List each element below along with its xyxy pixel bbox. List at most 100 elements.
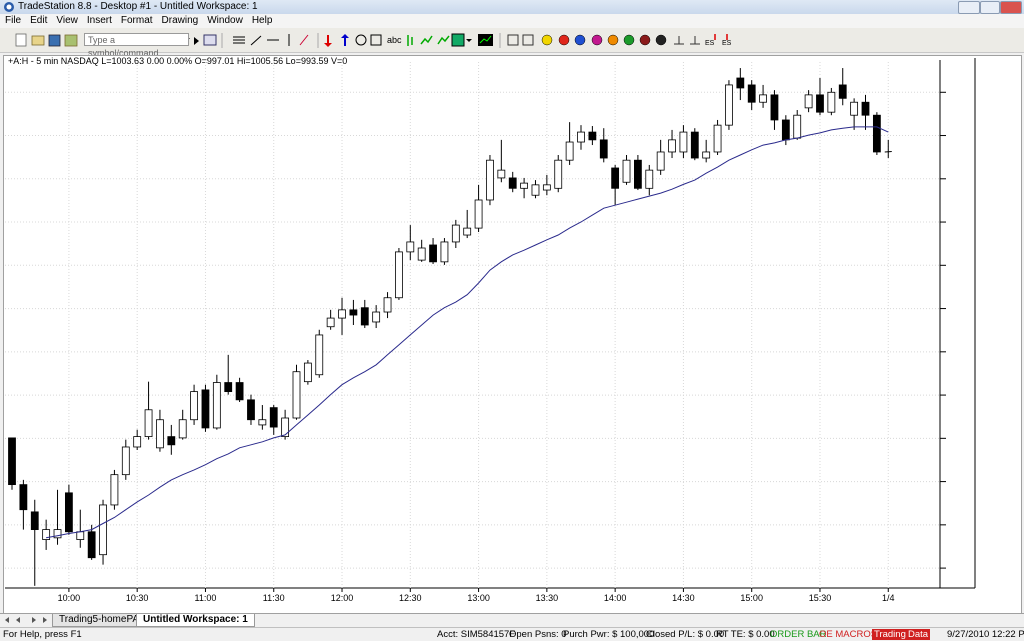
x-tick-label: 1/4 xyxy=(882,593,895,603)
candle-body xyxy=(350,310,357,315)
candle-body xyxy=(680,132,687,152)
menu-item[interactable]: Window xyxy=(202,14,247,26)
tab-active[interactable]: Untitled Workspace: 1 xyxy=(136,614,255,627)
status-bar: For Help, press F1 Acct: SIM584157F Open… xyxy=(0,627,1024,641)
menu-item[interactable]: Edit xyxy=(25,14,51,26)
x-tick-label: 15:00 xyxy=(740,593,763,603)
candle-body xyxy=(725,85,732,125)
status-purchasing-power: Purch Pwr: $ 100,000 xyxy=(563,629,654,640)
candle-body xyxy=(828,92,835,112)
menu-item[interactable]: Insert xyxy=(82,14,116,26)
text-tool[interactable]: abc xyxy=(387,35,402,45)
candle-body xyxy=(578,132,585,142)
candle-body xyxy=(31,512,38,530)
candle-body xyxy=(100,505,107,555)
x-tick-label: 11:00 xyxy=(195,593,217,603)
candle-body xyxy=(236,383,243,400)
candle-body xyxy=(191,392,198,420)
status-help: For Help, press F1 xyxy=(3,629,82,640)
tab[interactable]: Trading5-homePA xyxy=(52,614,146,627)
candle-body xyxy=(612,168,619,188)
chart: +A:H - 5 min NASDAQ L=1003.63 0.00 0.00%… xyxy=(0,52,1024,612)
window-title: TradeStation 8.8 - Desktop #1 - Untitled… xyxy=(18,1,258,12)
candle-body xyxy=(270,408,277,427)
candle-body xyxy=(361,308,368,325)
x-tick-label: 14:00 xyxy=(604,593,627,603)
status-order-bar[interactable]: ORDER BAR xyxy=(770,629,826,640)
candle-body xyxy=(486,160,493,200)
candle-body xyxy=(316,335,323,375)
candle-body xyxy=(634,160,641,188)
candle-body xyxy=(145,410,152,437)
x-tick-label: 12:00 xyxy=(331,593,354,603)
candle-body xyxy=(282,418,289,437)
candle-body xyxy=(543,185,550,190)
candle-body xyxy=(293,372,300,418)
minimize-button[interactable] xyxy=(958,1,980,14)
candle-body xyxy=(794,115,801,138)
status-account: Acct: SIM584157F xyxy=(437,629,515,640)
x-tick-label: 10:00 xyxy=(58,593,81,603)
candle-body xyxy=(521,183,528,188)
candle-body xyxy=(65,493,72,532)
menu-item[interactable]: Help xyxy=(247,14,277,26)
candle-body xyxy=(9,438,16,485)
x-tick-label: 10:30 xyxy=(126,593,149,603)
maximize-button[interactable] xyxy=(980,1,1000,14)
candle-body xyxy=(498,170,505,178)
x-tick-label: 13:30 xyxy=(536,593,559,603)
close-button[interactable] xyxy=(1000,1,1022,14)
candle-body xyxy=(202,390,209,428)
status-datetime: 9/27/2010 12:22 PM xyxy=(947,629,1024,640)
status-closed-pl: Closed P/L: $ 0.00 xyxy=(646,629,724,640)
candle-body xyxy=(213,383,220,428)
candle-body xyxy=(179,420,186,438)
x-tick-label: 13:00 xyxy=(467,593,490,603)
candle-body xyxy=(600,140,607,158)
x-tick-label: 14:30 xyxy=(672,593,695,603)
candle-body xyxy=(339,310,346,318)
candle-body xyxy=(111,475,118,505)
candle-body xyxy=(816,95,823,112)
es-tool[interactable]: ES xyxy=(705,40,715,47)
candle-body xyxy=(714,125,721,152)
candle-body xyxy=(88,532,95,558)
candle-body xyxy=(168,437,175,445)
candle-body xyxy=(418,248,425,260)
moving-average-line xyxy=(46,127,888,538)
candle-body xyxy=(737,78,744,88)
candle-body xyxy=(156,420,163,448)
candle-body xyxy=(407,242,414,252)
candle-body xyxy=(691,132,698,158)
es-tool[interactable]: ES xyxy=(722,40,732,47)
toolbar: abc ES ES Type a symbol/command xyxy=(0,28,1024,53)
tab-scroll-buttons[interactable] xyxy=(2,615,50,626)
app-icon xyxy=(3,1,15,13)
candle-body xyxy=(20,485,27,510)
candle-body xyxy=(259,420,266,425)
menu-item[interactable]: View xyxy=(51,14,82,26)
status-oe-macros[interactable]: OE MACROS xyxy=(819,629,877,640)
menu-item[interactable]: Format xyxy=(116,14,157,26)
menu-item[interactable]: Drawing xyxy=(157,14,203,26)
candle-body xyxy=(589,132,596,140)
candle-body xyxy=(566,142,573,160)
candle-body xyxy=(532,185,539,195)
candle-body xyxy=(623,160,630,182)
x-tick-label: 15:30 xyxy=(809,593,832,603)
candle-body xyxy=(646,170,653,188)
candle-body xyxy=(395,252,402,298)
candle-body xyxy=(430,245,437,262)
status-rt-te: RT TE: $ 0.00 xyxy=(716,629,775,640)
candle-body xyxy=(555,160,562,188)
symbol-input[interactable]: Type a symbol/command xyxy=(84,33,189,46)
candle-body xyxy=(327,318,334,327)
candle-body xyxy=(748,85,755,102)
status-data: Data xyxy=(906,629,930,640)
candle-body xyxy=(669,140,676,152)
menu-item[interactable]: File xyxy=(0,14,25,26)
candle-body xyxy=(475,200,482,228)
candle-body xyxy=(851,102,858,115)
